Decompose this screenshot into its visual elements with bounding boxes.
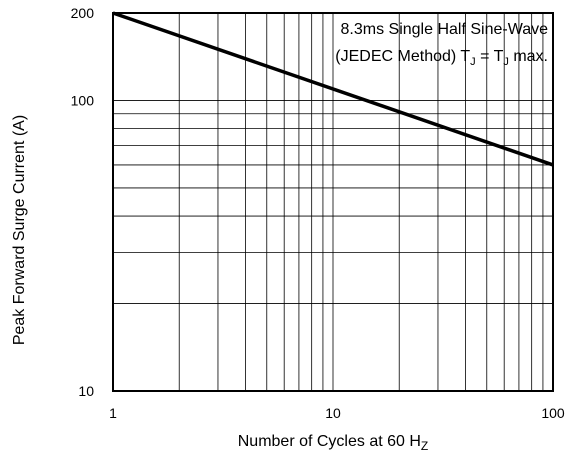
grid xyxy=(113,13,553,391)
plot-frame xyxy=(112,12,554,392)
y-tick-label: 200 xyxy=(71,5,95,21)
y-axis-label: Peak Forward Surge Current (A) xyxy=(11,115,28,345)
y-tick-label: 100 xyxy=(71,92,95,108)
y-tick-label: 10 xyxy=(78,383,94,399)
series-line-0 xyxy=(112,11,554,167)
annotation-line-2: (JEDEC Method) TJ = TJ max. xyxy=(335,48,548,68)
annotation-line-1: 8.3ms Single Half Sine-Wave xyxy=(341,21,549,38)
series-layer xyxy=(112,11,554,167)
x-axis-label: Number of Cycles at 60 HZ xyxy=(238,433,429,453)
x-tick-label: 1 xyxy=(109,405,117,421)
annotation: 8.3ms Single Half Sine-Wave (JEDEC Metho… xyxy=(335,21,548,68)
x-tick-label: 10 xyxy=(325,405,341,421)
tick-labels: 1 10 100 10 100 200 xyxy=(71,5,565,421)
x-tick-label: 100 xyxy=(541,405,565,421)
